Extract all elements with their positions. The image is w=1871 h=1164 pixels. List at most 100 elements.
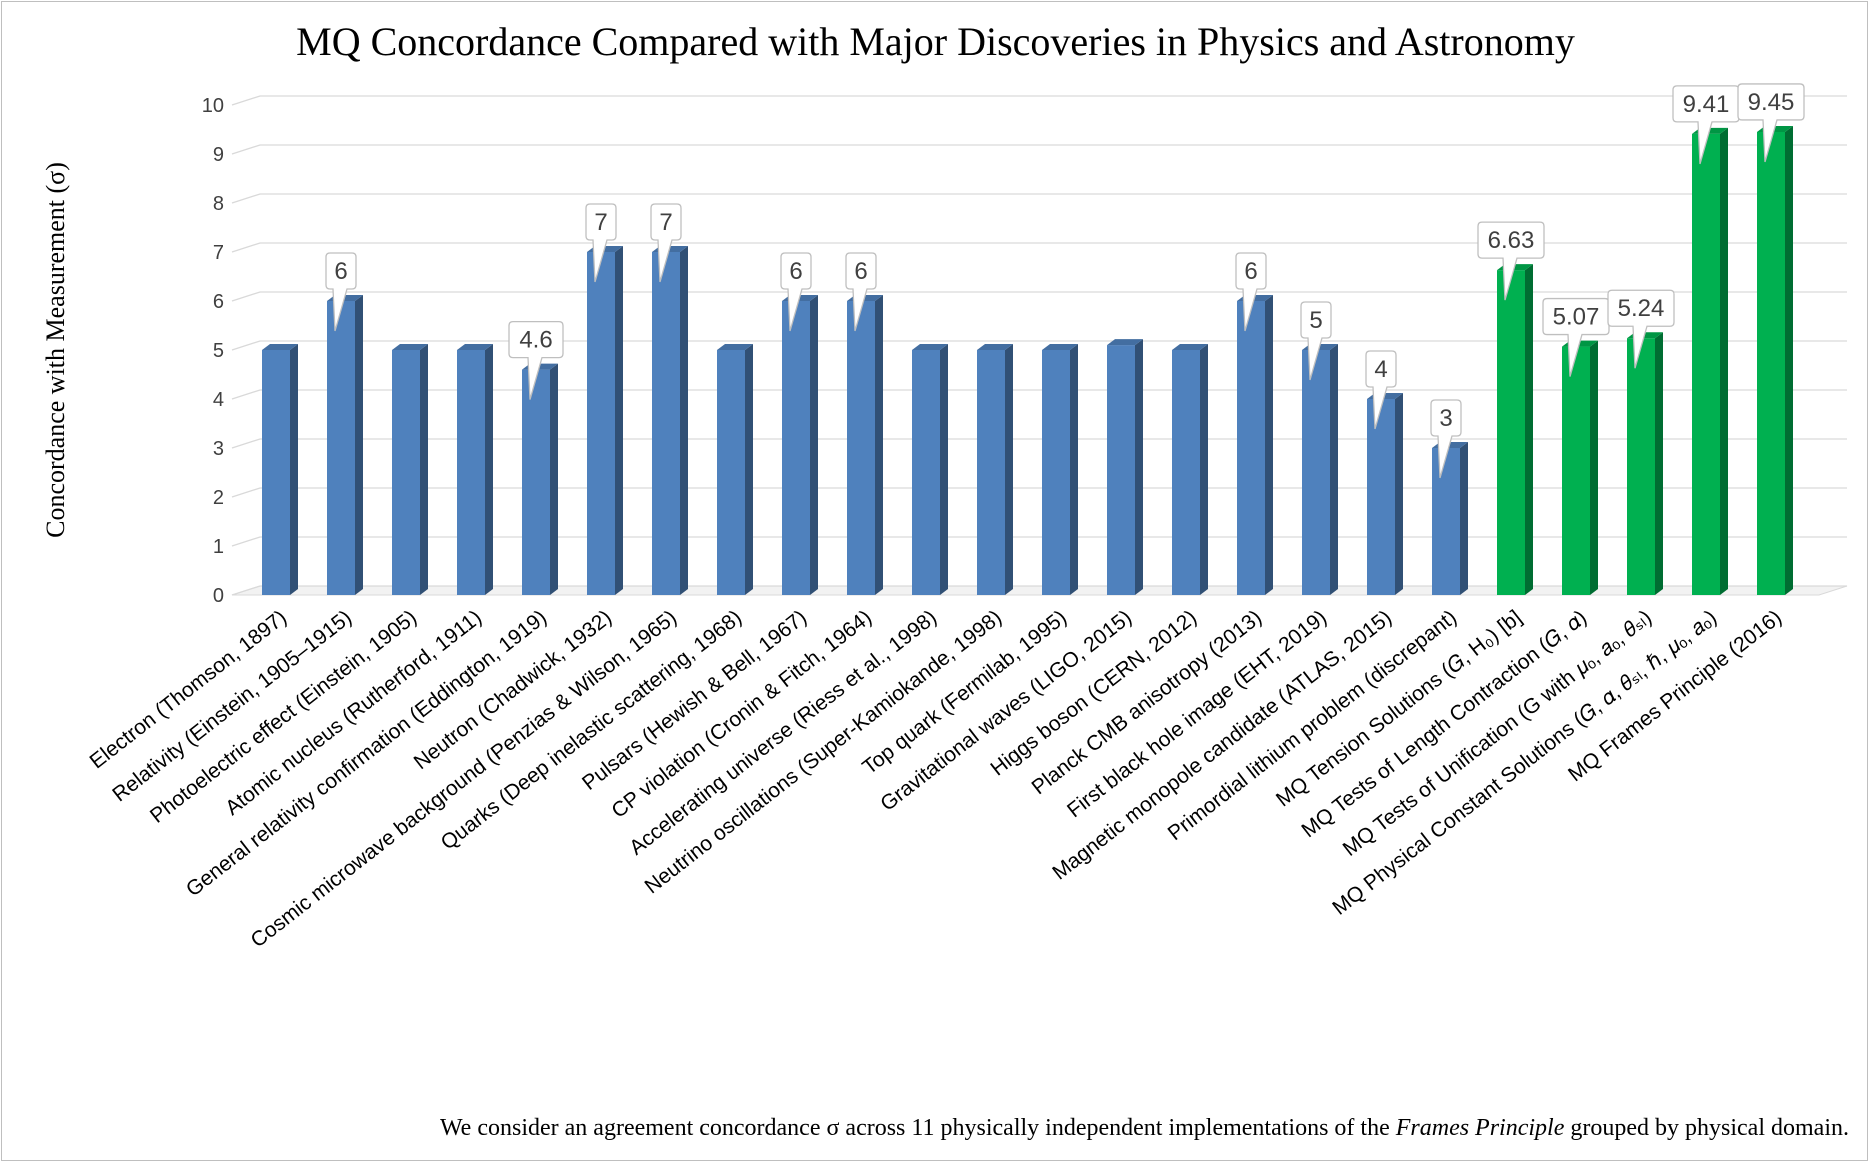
bar-side <box>1720 127 1728 595</box>
gridline <box>231 95 1847 106</box>
y-tick-label: 3 <box>213 438 224 460</box>
bar-side <box>1785 125 1793 595</box>
bar <box>392 344 428 595</box>
data-label-callout <box>508 320 564 400</box>
bar-side <box>485 344 493 595</box>
bar <box>912 344 948 595</box>
bar <box>262 344 298 595</box>
bar-front <box>1432 448 1460 595</box>
bar-side <box>1395 393 1403 595</box>
y-tick-label: 0 <box>213 585 224 607</box>
data-label-text: 4.6 <box>519 327 552 354</box>
data-label-callout <box>1430 399 1462 479</box>
gridline <box>231 242 1847 253</box>
data-label: 5 <box>1300 301 1332 381</box>
bar <box>652 246 688 595</box>
bar-top <box>977 344 1013 350</box>
data-label-text: 6 <box>854 258 867 285</box>
bar <box>1497 264 1533 595</box>
bar <box>1172 344 1208 595</box>
data-label-callout <box>1300 301 1332 381</box>
data-label-text: 5.24 <box>1618 295 1665 322</box>
data-label-callout <box>1477 221 1545 301</box>
data-label-callout <box>1737 83 1805 163</box>
data-label-text: 9.45 <box>1748 89 1795 116</box>
bar-front <box>912 350 940 595</box>
data-label: 7 <box>585 203 617 283</box>
bar-front <box>587 252 615 595</box>
y-tick-label: 9 <box>213 144 224 166</box>
bar-side <box>1460 442 1468 595</box>
data-label-text: 6 <box>334 258 347 285</box>
bar-front <box>717 350 745 595</box>
data-label-callout <box>1235 252 1267 332</box>
bar-front <box>1367 399 1395 595</box>
bar-top <box>1042 344 1078 350</box>
bar-front <box>1497 270 1525 595</box>
bar <box>1627 332 1663 595</box>
data-label-text: 5.07 <box>1553 304 1600 331</box>
data-label-text: 4 <box>1374 356 1387 383</box>
data-label: 6 <box>1235 252 1267 332</box>
bar-side <box>1590 340 1598 595</box>
bar <box>1107 339 1143 595</box>
data-label-callout <box>1365 350 1397 430</box>
data-label: 5.24 <box>1607 289 1675 369</box>
data-label: 4.6 <box>508 320 564 400</box>
data-label-text: 7 <box>659 209 672 236</box>
y-tick-label: 4 <box>213 389 224 411</box>
bar-side <box>420 344 428 595</box>
bar-front <box>1237 301 1265 595</box>
bar-side <box>1655 332 1663 595</box>
bar-side <box>1070 344 1078 595</box>
bar <box>587 246 623 595</box>
data-label-text: 6 <box>789 258 802 285</box>
bar-side <box>875 295 883 595</box>
bar <box>717 344 753 595</box>
bar-side <box>810 295 818 595</box>
y-tick-label: 6 <box>213 291 224 313</box>
bars <box>262 125 1793 595</box>
bar <box>847 295 883 595</box>
bar-side <box>680 246 688 595</box>
y-tick-label: 1 <box>213 536 224 558</box>
bar <box>1757 125 1793 595</box>
chart-title: MQ Concordance Compared with Major Disco… <box>296 19 1575 64</box>
bar <box>1432 442 1468 595</box>
data-label-text: 7 <box>594 209 607 236</box>
bar-side <box>290 344 298 595</box>
x-axis-categories: Electron (Thomson, 1897)Relativity (Eins… <box>86 606 1786 953</box>
data-label: 3 <box>1430 399 1462 479</box>
bar-front <box>977 350 1005 595</box>
data-label: 6.63 <box>1477 221 1545 301</box>
data-label-callout <box>845 252 877 332</box>
bar-side <box>1265 295 1273 595</box>
data-label-text: 9.41 <box>1683 91 1730 118</box>
bar-top <box>1107 339 1143 346</box>
bar-front <box>782 301 810 595</box>
bar <box>1042 344 1078 595</box>
data-label-callout <box>1607 289 1675 369</box>
bar-side <box>940 344 948 595</box>
data-label-callout <box>650 203 682 283</box>
bar-top <box>457 344 493 350</box>
category-label: Photoelectric effect (Einstein, 1905) <box>146 606 421 828</box>
gridline <box>231 291 1847 302</box>
bar-top <box>1172 344 1208 350</box>
bar <box>327 295 363 595</box>
bar <box>1367 393 1403 595</box>
data-label-text: 6.63 <box>1488 227 1535 254</box>
bar-front <box>1302 350 1330 595</box>
bar-top <box>392 344 428 350</box>
data-label-text: 3 <box>1439 405 1452 432</box>
caption-suffix: grouped by physical domain. <box>1564 1115 1849 1141</box>
bar-side <box>355 295 363 595</box>
caption-prefix: We consider an agreement concordance σ a… <box>439 1115 1396 1141</box>
bar-side <box>615 246 623 595</box>
bar-front <box>1172 350 1200 595</box>
y-tick-label: 2 <box>213 487 224 509</box>
bar <box>782 295 818 595</box>
bar <box>522 363 558 595</box>
y-axis-ticks: 0 1 2 3 4 5 6 7 8 9 10 <box>202 95 224 607</box>
bar-side <box>745 344 753 595</box>
